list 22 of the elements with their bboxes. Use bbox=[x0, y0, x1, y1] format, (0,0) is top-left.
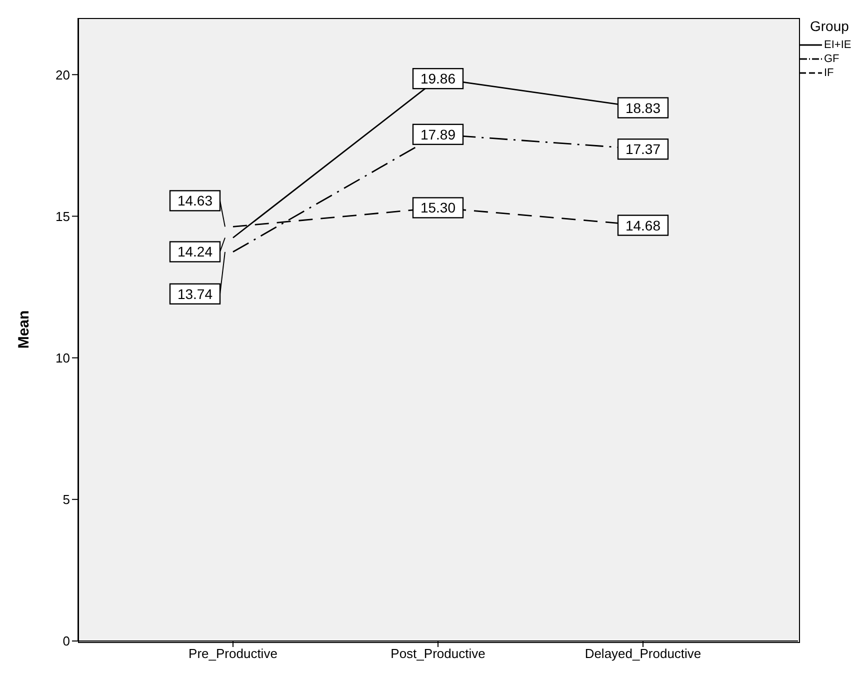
legend-label: IF bbox=[824, 67, 834, 79]
data-label: 17.37 bbox=[625, 141, 661, 158]
y-tick-label: 10 bbox=[56, 350, 70, 366]
data-label: 15.30 bbox=[420, 200, 456, 216]
data-label: 14.63 bbox=[177, 192, 213, 209]
legend-label: EI+IE bbox=[824, 39, 852, 51]
y-axis-title: Mean bbox=[15, 310, 32, 349]
legend-label: GF bbox=[824, 53, 840, 65]
x-tick-label: Pre_Productive bbox=[188, 646, 278, 662]
y-tick-label: 0 bbox=[62, 634, 70, 649]
y-tick-label: 20 bbox=[56, 67, 70, 82]
data-label: 13.74 bbox=[177, 286, 213, 302]
x-tick-label: Post_Productive bbox=[390, 646, 486, 662]
data-label: 18.83 bbox=[625, 100, 661, 116]
data-label: 17.89 bbox=[420, 126, 456, 142]
y-tick-label: 5 bbox=[62, 492, 70, 508]
y-tick-label: 15 bbox=[56, 208, 70, 224]
data-label: 14.24 bbox=[177, 244, 213, 260]
data-label: 14.68 bbox=[625, 217, 661, 234]
legend-title: Group bbox=[810, 18, 850, 34]
x-tick-label: Delayed_Productive bbox=[584, 646, 702, 662]
data-label: 19.86 bbox=[420, 70, 456, 87]
